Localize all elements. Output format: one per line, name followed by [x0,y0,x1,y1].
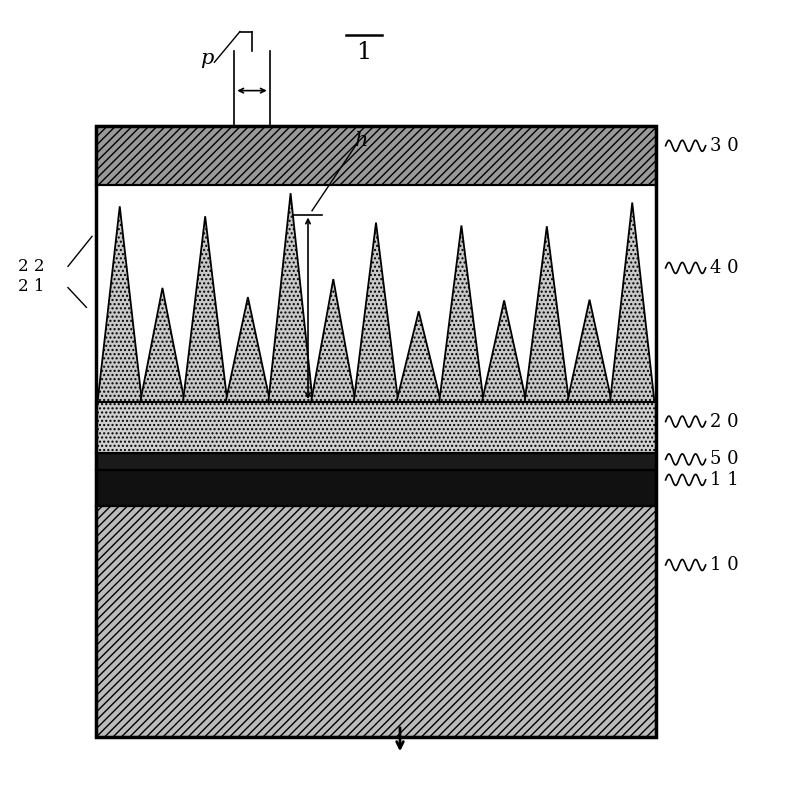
Bar [96,453,656,470]
Text: 1: 1 [357,40,371,64]
Text: 4 0: 4 0 [710,259,739,277]
Polygon shape [610,203,654,402]
Polygon shape [98,206,142,402]
Text: 3 0: 3 0 [710,137,739,154]
Text: 1 0: 1 0 [710,556,739,574]
Polygon shape [183,216,227,402]
Polygon shape [525,226,569,402]
Polygon shape [397,311,441,402]
Bar [96,185,656,402]
Polygon shape [268,193,313,402]
Text: 1 1: 1 1 [710,471,739,489]
Text: p: p [200,49,213,68]
Text: h: h [355,131,368,150]
Polygon shape [567,299,612,402]
Text: 5 0: 5 0 [710,451,739,468]
Text: 2 2: 2 2 [18,258,44,275]
Polygon shape [226,297,270,402]
Bar [96,126,656,185]
Polygon shape [140,288,185,402]
Bar [96,402,656,453]
Bar [96,506,656,737]
Polygon shape [482,300,526,402]
Polygon shape [354,222,398,402]
Polygon shape [311,279,355,402]
Bar [96,126,656,737]
Text: 2 0: 2 0 [710,413,739,430]
Bar [96,470,656,506]
Text: 2 1: 2 1 [18,278,44,296]
Polygon shape [439,225,484,402]
